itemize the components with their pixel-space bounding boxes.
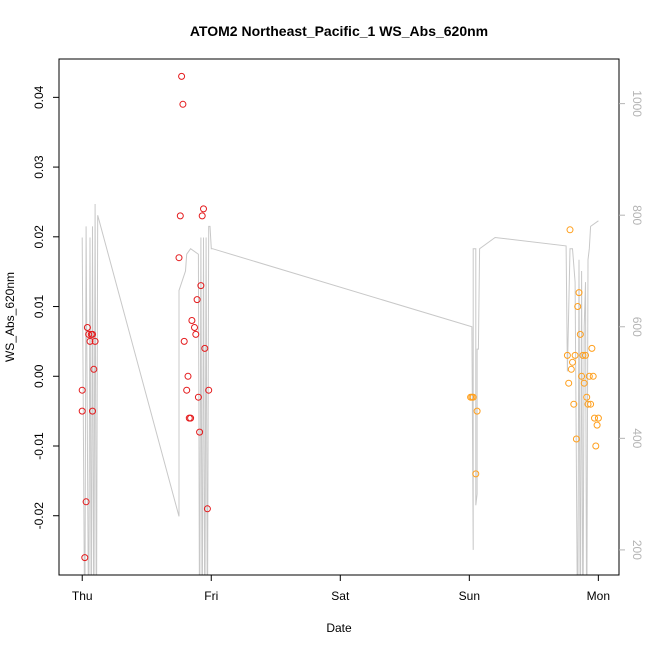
data-point-s1-8: [567, 365, 575, 373]
y2-tick-label-1: 400: [630, 428, 644, 448]
y-tick-label-4: 0.02: [32, 225, 46, 249]
data-point-s1-10: [570, 400, 578, 408]
data-point-s1-22: [585, 372, 593, 380]
data-point-s0-3: [82, 498, 90, 506]
data-point-s0-25: [194, 393, 202, 401]
data-point-s1-19: [582, 351, 589, 359]
x-tick-label-0: Thu: [72, 589, 93, 603]
data-point-s0-22: [191, 324, 198, 331]
data-point-s0-8: [89, 330, 96, 338]
data-point-s1-13: [574, 303, 582, 310]
y-tick-label-3: 0.01: [32, 295, 46, 319]
data-point-s1-14: [575, 289, 583, 297]
y2-tick-label-2: 600: [630, 317, 644, 337]
data-point-s0-28: [198, 212, 206, 220]
data-point-s0-23: [192, 330, 200, 338]
data-point-s0-20: [187, 414, 195, 422]
data-point-s1-21: [584, 400, 592, 408]
data-point-s1-6: [565, 379, 573, 387]
y-tick-label-5: 0.03: [32, 155, 46, 179]
y2-tick-label-4: 1000: [630, 90, 644, 117]
data-point-s0-1: [78, 407, 86, 415]
data-point-s1-15: [576, 330, 584, 338]
secondary-series-line: [81, 203, 599, 575]
data-point-s1-28: [593, 421, 601, 429]
data-point-s0-31: [203, 505, 211, 513]
data-point-s0-18: [184, 372, 192, 380]
data-point-s0-2: [81, 554, 89, 562]
y-axis-label: WS_Abs_620nm: [3, 272, 17, 362]
data-point-s1-11: [571, 351, 579, 359]
data-point-s1-25: [589, 372, 597, 380]
y2-tick-label-3: 800: [630, 205, 644, 225]
data-point-s1-16: [578, 372, 586, 380]
data-point-s1-26: [591, 414, 598, 422]
data-point-s1-29: [594, 414, 602, 422]
data-point-s0-4: [83, 324, 91, 331]
data-point-s0-27: [197, 282, 205, 290]
secondary-y-axis: 200 400 600 800 1000: [619, 90, 644, 560]
data-point-s0-17: [183, 386, 191, 394]
data-point-s1-4: [473, 407, 481, 415]
data-point-s0-32: [205, 386, 213, 394]
data-point-s1-24: [588, 344, 596, 352]
x-axis: Thu Fri Sat Sun Mon: [72, 575, 610, 603]
y-tick-label-1: -0.01: [32, 432, 46, 460]
data-point-s0-16: [180, 337, 188, 345]
data-point-s0-15: [179, 100, 187, 108]
data-point-s0-11: [91, 337, 99, 345]
data-point-s0-0: [78, 386, 86, 394]
data-point-s0-26: [196, 428, 204, 436]
x-tick-label-3: Sun: [459, 589, 480, 603]
data-point-s0-6: [86, 337, 94, 345]
data-point-s1-20: [583, 393, 591, 401]
y-tick-label-2: 0.00: [32, 364, 46, 388]
data-point-s0-21: [188, 317, 196, 324]
plot-frame: [58, 58, 620, 576]
data-point-s0-5: [85, 330, 93, 338]
x-tick-label-4: Mon: [587, 589, 610, 603]
x-axis-label: Date: [326, 621, 352, 635]
x-tick-label-2: Sat: [331, 589, 350, 603]
data-point-s0-14: [178, 72, 186, 80]
data-point-s1-5: [563, 351, 571, 359]
data-point-s0-9: [89, 407, 96, 415]
data-point-s1-7: [566, 226, 574, 234]
data-point-s1-18: [580, 379, 588, 387]
data-point-s1-17: [579, 351, 587, 359]
y-axis: -0.02 -0.01 0.00 0.01 0.02 0.03 0.04: [32, 85, 59, 529]
data-point-s0-29: [200, 205, 207, 213]
data-point-s1-27: [592, 442, 600, 450]
data-point-s0-12: [175, 254, 183, 262]
data-point-s0-10: [90, 365, 98, 373]
data-point-s1-12: [572, 435, 580, 443]
data-point-s0-13: [176, 212, 184, 220]
y-tick-label-0: -0.02: [32, 502, 46, 530]
data-point-s0-24: [193, 296, 201, 304]
data-point-s0-30: [201, 344, 209, 352]
data-point-s1-2: [469, 393, 477, 401]
y2-tick-label-0: 200: [630, 540, 644, 560]
data-point-s1-3: [472, 470, 480, 478]
y-tick-label-6: 0.04: [32, 85, 46, 109]
data-point-s1-9: [569, 358, 576, 366]
data-point-s1-23: [587, 400, 595, 408]
chart-title: ATOM2 Northeast_Pacific_1 WS_Abs_620nm: [190, 23, 488, 39]
x-tick-label-1: Fri: [204, 589, 218, 603]
